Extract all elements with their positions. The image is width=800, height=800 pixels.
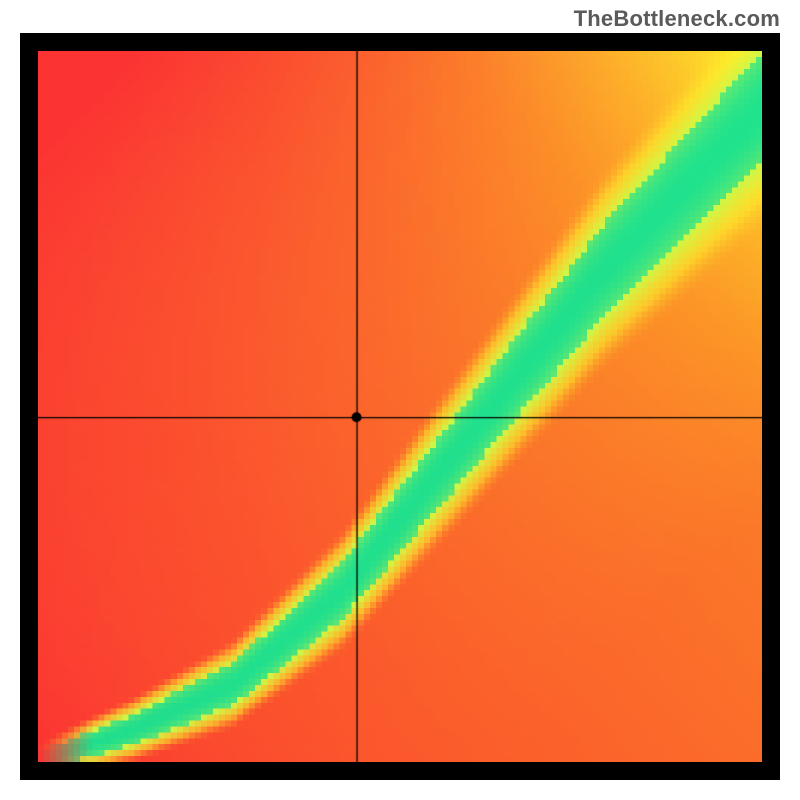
- watermark-text: TheBottleneck.com: [574, 6, 780, 32]
- root: TheBottleneck.com: [0, 0, 800, 800]
- plot-frame: [20, 33, 780, 780]
- bottleneck-heatmap: [38, 51, 762, 762]
